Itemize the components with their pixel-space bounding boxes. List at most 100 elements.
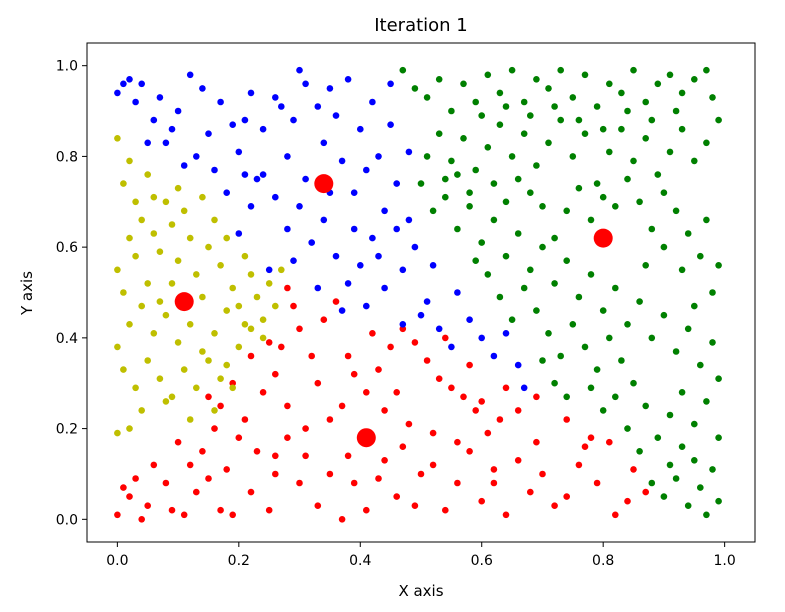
data-point-cluster-0	[612, 511, 619, 519]
data-point-cluster-0	[411, 502, 419, 510]
data-point-cluster-1	[199, 85, 206, 92]
data-point-cluster-2	[636, 198, 643, 206]
data-point-cluster-0	[375, 475, 382, 482]
data-point-cluster-0	[314, 502, 322, 510]
data-point-cluster-0	[174, 438, 182, 446]
data-point-cluster-2	[599, 407, 607, 414]
data-point-cluster-1	[150, 116, 158, 124]
data-point-cluster-2	[581, 130, 589, 137]
data-point-cluster-2	[442, 193, 449, 201]
data-point-cluster-0	[247, 352, 255, 360]
data-point-cluster-2	[697, 361, 704, 369]
data-point-cluster-2	[527, 112, 534, 119]
data-point-cluster-3	[199, 293, 206, 301]
data-point-cluster-0	[326, 416, 334, 423]
data-point-cluster-2	[636, 298, 643, 305]
data-point-cluster-3	[168, 280, 176, 287]
data-point-cluster-2	[466, 189, 473, 196]
data-point-cluster-2	[691, 157, 698, 165]
data-point-cluster-3	[247, 325, 255, 333]
data-point-cluster-1	[363, 302, 370, 310]
data-point-cluster-2	[660, 493, 668, 500]
data-point-cluster-1	[490, 352, 498, 360]
data-point-cluster-0	[302, 452, 309, 460]
data-point-cluster-0	[393, 493, 401, 500]
data-point-cluster-0	[278, 343, 285, 351]
data-point-cluster-3	[205, 357, 212, 364]
data-point-cluster-0	[144, 502, 151, 510]
data-point-cluster-2	[533, 76, 540, 83]
data-point-cluster-2	[654, 171, 662, 178]
data-point-cluster-2	[454, 225, 461, 233]
data-point-cluster-2	[411, 85, 419, 92]
data-point-cluster-2	[545, 85, 552, 92]
data-point-cluster-2	[527, 266, 534, 274]
data-point-cluster-2	[593, 180, 601, 187]
data-point-cluster-3	[241, 252, 249, 260]
data-point-cluster-2	[612, 203, 619, 210]
data-point-cluster-0	[180, 511, 188, 519]
data-point-cluster-1	[302, 175, 309, 183]
x-axis-label: X axis	[398, 582, 443, 600]
data-point-cluster-2	[502, 198, 510, 206]
data-point-cluster-2	[642, 98, 649, 106]
centroid-marker	[174, 292, 194, 312]
data-point-cluster-0	[120, 484, 127, 491]
data-point-cluster-3	[186, 234, 194, 242]
data-point-cluster-3	[272, 302, 279, 310]
data-point-cluster-3	[247, 271, 255, 278]
data-point-cluster-2	[697, 484, 704, 491]
data-point-cluster-1	[405, 216, 413, 224]
data-point-cluster-0	[326, 470, 334, 478]
data-point-cluster-2	[417, 180, 425, 187]
data-point-cluster-2	[478, 112, 486, 119]
data-point-cluster-1	[423, 298, 431, 305]
data-point-cluster-1	[241, 116, 249, 124]
data-point-cluster-1	[520, 384, 528, 392]
data-point-cluster-2	[435, 76, 443, 83]
data-point-cluster-3	[168, 393, 176, 401]
data-point-cluster-2	[569, 153, 577, 160]
data-point-cluster-2	[484, 271, 492, 278]
data-point-cluster-2	[654, 434, 662, 442]
data-point-cluster-0	[514, 457, 522, 464]
data-point-cluster-2	[606, 148, 613, 156]
data-point-cluster-2	[569, 94, 577, 101]
data-point-cluster-0	[320, 316, 328, 324]
data-point-cluster-1	[514, 361, 522, 369]
data-point-cluster-2	[563, 257, 570, 265]
data-point-cluster-0	[502, 511, 510, 519]
data-point-cluster-0	[308, 352, 316, 360]
data-point-cluster-2	[666, 148, 674, 156]
data-point-cluster-3	[114, 266, 121, 274]
data-point-cluster-0	[284, 434, 291, 442]
data-point-cluster-0	[393, 389, 401, 396]
data-point-cluster-1	[247, 89, 255, 97]
data-point-cluster-2	[448, 157, 455, 165]
data-point-cluster-2	[612, 284, 619, 292]
data-point-cluster-3	[223, 307, 230, 314]
data-point-cluster-2	[648, 225, 656, 233]
data-point-cluster-2	[472, 257, 480, 265]
data-point-cluster-3	[132, 384, 139, 392]
data-point-cluster-1	[138, 80, 145, 88]
data-point-cluster-0	[265, 506, 273, 514]
data-point-cluster-2	[472, 166, 480, 174]
data-point-cluster-2	[606, 334, 613, 342]
y-tick-label: 1.0	[56, 59, 78, 75]
data-point-cluster-3	[138, 407, 145, 414]
data-point-cluster-1	[381, 284, 388, 292]
data-point-cluster-0	[442, 506, 449, 514]
data-point-cluster-2	[551, 379, 558, 387]
data-point-cluster-1	[357, 125, 364, 133]
data-point-cluster-2	[703, 139, 710, 147]
x-axis-ticks: 0.0 0.2 0.4 0.6 0.8 1.0	[106, 542, 736, 569]
data-point-cluster-2	[508, 66, 516, 74]
data-point-cluster-3	[168, 221, 176, 228]
data-point-cluster-1	[344, 280, 352, 287]
data-point-cluster-0	[642, 488, 649, 496]
data-point-cluster-2	[533, 162, 540, 169]
data-point-cluster-1	[375, 252, 382, 260]
data-point-cluster-1	[320, 139, 328, 147]
